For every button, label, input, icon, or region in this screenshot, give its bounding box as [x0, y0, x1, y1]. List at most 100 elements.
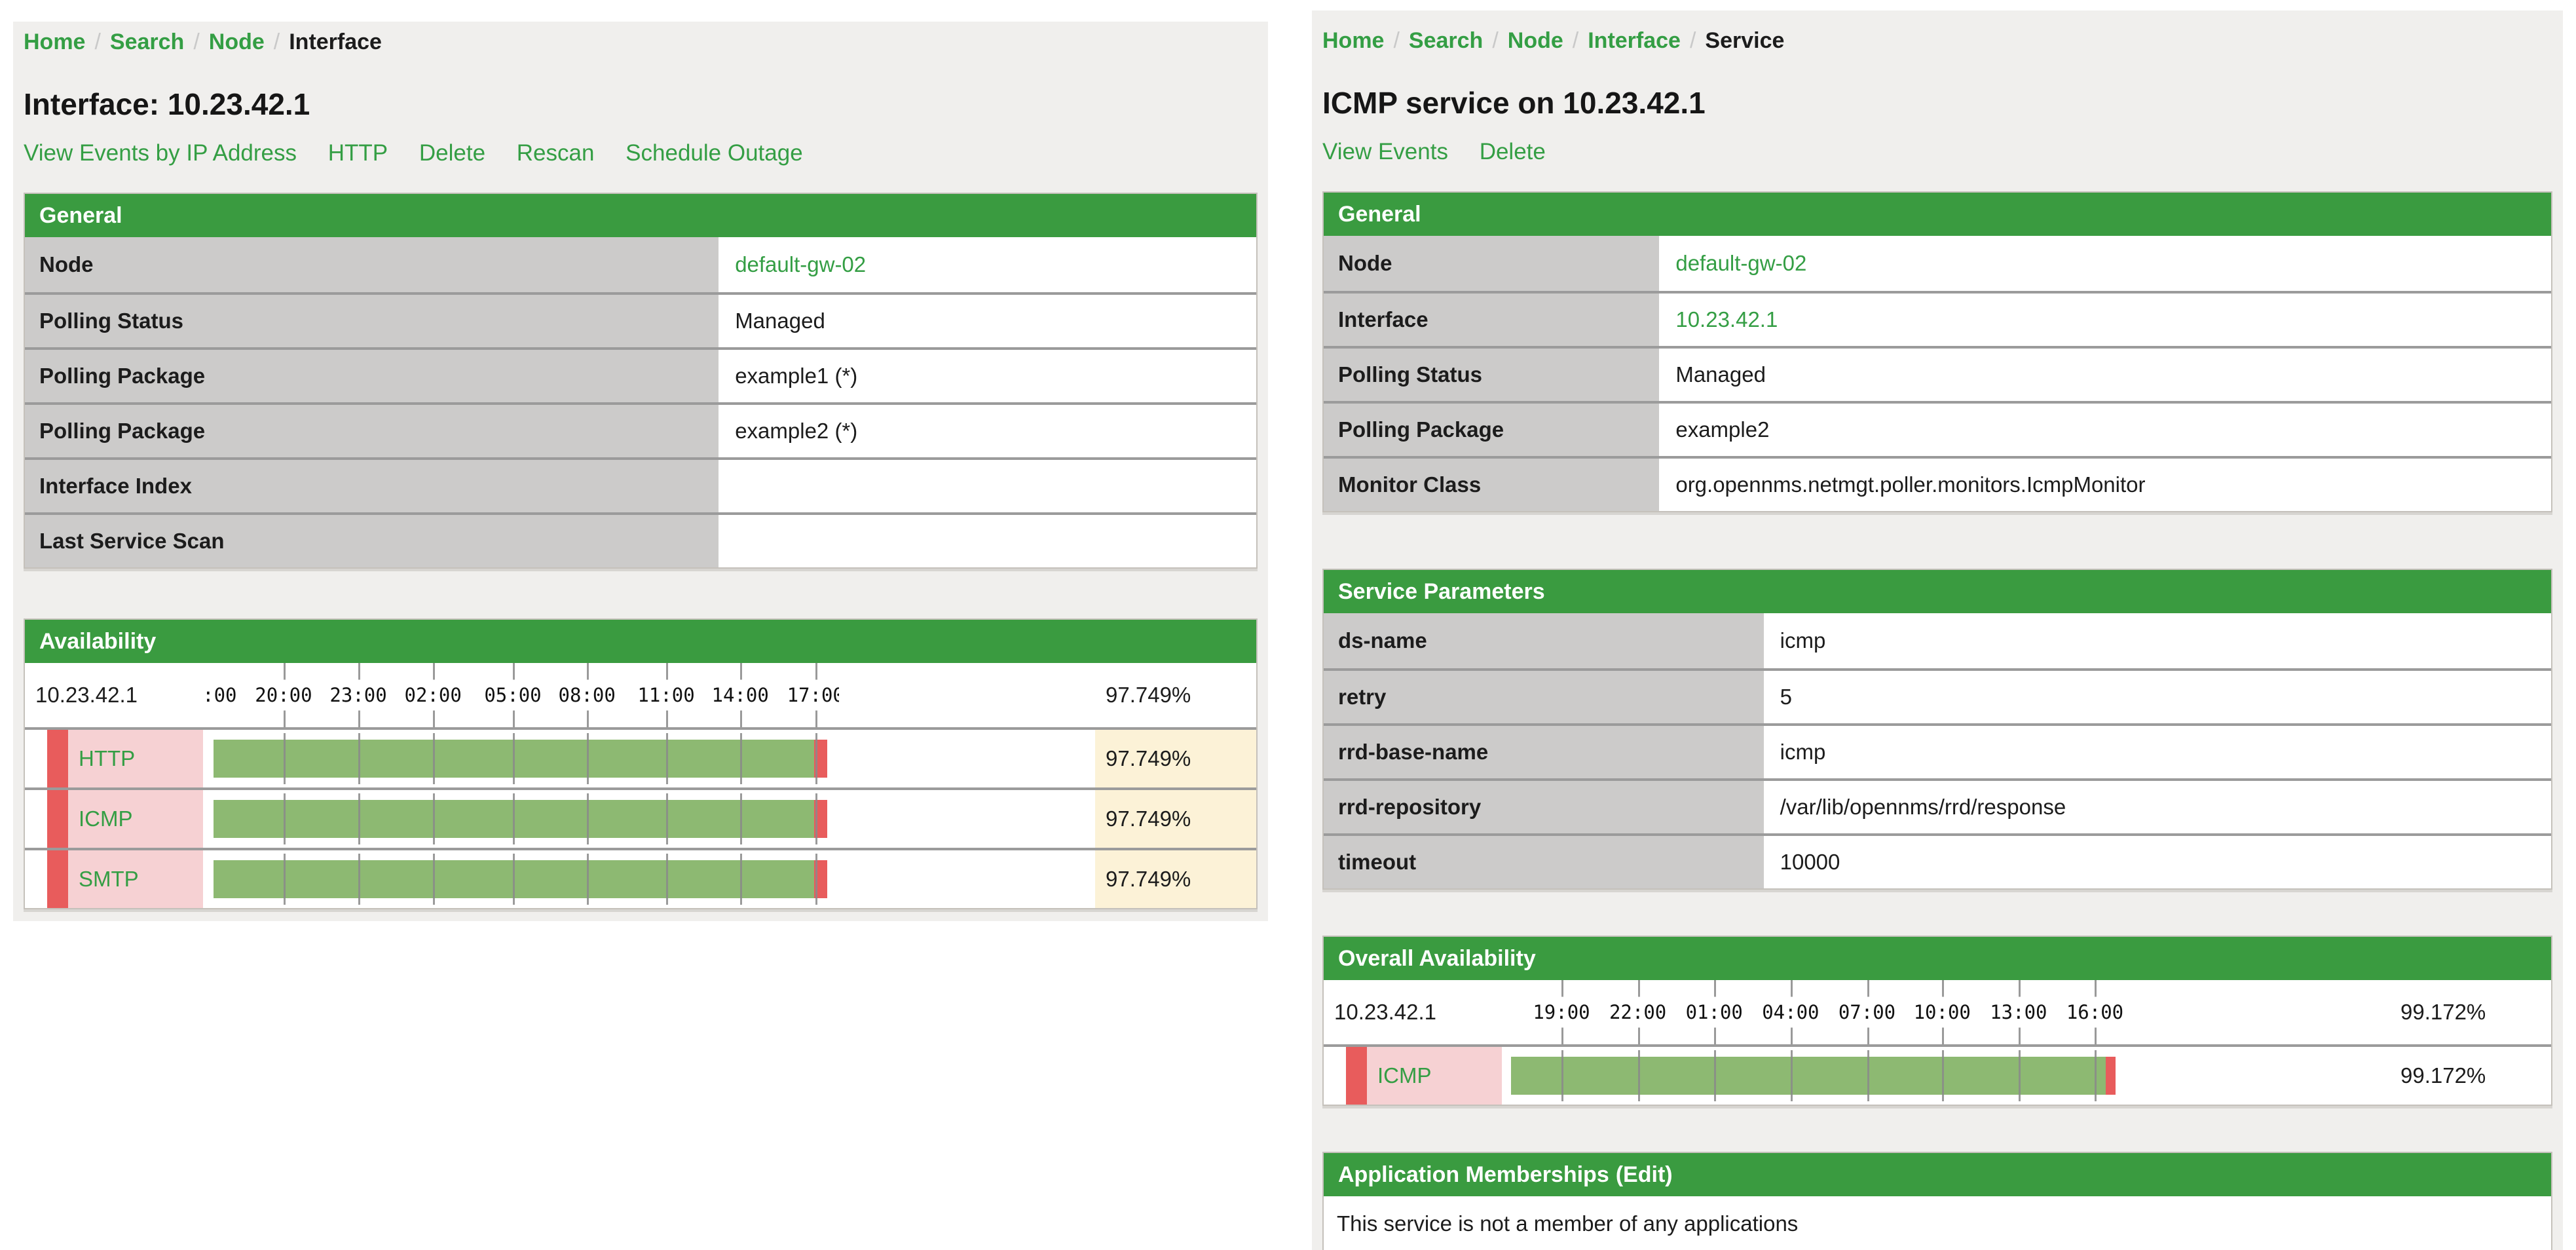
general-header: General [1324, 193, 2551, 236]
service-availability-pct: 97.749% [1095, 730, 1256, 787]
table-row: Polling Package example1 (*) [25, 347, 1256, 402]
row-value: example2 (*) [720, 405, 1256, 457]
row-label: Interface [1324, 294, 1662, 346]
axis-tick-label: 17:00 [787, 684, 840, 706]
interface-page-panel: Home / Search / Node / Interface Interface: 10… [13, 22, 1268, 921]
row-value: example2 [1661, 404, 2551, 456]
http-link[interactable]: HTTP [327, 140, 388, 166]
overall-availability-table: Overall Availability 10.23.42.1 19:00 22… [1322, 936, 2552, 1106]
service-availability-row: ICMP 99.172% [1324, 1044, 2551, 1105]
availability-bar-chart [203, 730, 1095, 787]
service-http-link[interactable]: HTTP [79, 746, 136, 770]
general-header: General [25, 194, 1256, 237]
breadcrumb-separator: / [1689, 28, 1696, 53]
availability-bar-chart [1502, 1047, 2390, 1105]
breadcrumb-service-current: Service [1705, 28, 1785, 53]
row-label: Interface Index [25, 460, 721, 512]
service-page-panel: Home / Search / Node / Interface / Service ICMP … [1312, 10, 2563, 1250]
row-value: icmp [1765, 726, 2551, 778]
breadcrumb-separator: / [1492, 28, 1499, 53]
service-availability-pct: 99.172% [2400, 1063, 2486, 1088]
availability-bar-chart [203, 850, 1095, 908]
overall-availability-header: Overall Availability [1324, 937, 2551, 980]
application-memberships-title: Application Memberships [1338, 1162, 1609, 1187]
time-axis: 19:00 22:00 01:00 04:00 07:00 10:00 13:0… [1502, 980, 2390, 1044]
service-icmp-link[interactable]: ICMP [1377, 1063, 1432, 1088]
availability-bar [213, 860, 827, 898]
row-value: 5 [1765, 671, 2551, 723]
breadcrumb-home[interactable]: Home [24, 29, 86, 54]
page-title: ICMP service on 10.23.42.1 [1322, 86, 1706, 120]
service-parameters-header: Service Parameters [1324, 570, 2551, 613]
table-row: retry 5 [1324, 668, 2551, 723]
row-value: Managed [720, 295, 1256, 347]
row-value [720, 460, 1256, 512]
axis-tick-label: 17:00 [206, 684, 237, 706]
breadcrumb-search[interactable]: Search [1408, 28, 1484, 53]
node-link[interactable]: default-gw-02 [735, 252, 867, 276]
table-row: Polling Package example2 (*) [25, 402, 1256, 457]
breadcrumb-node[interactable]: Node [1507, 28, 1563, 53]
row-value: example1 (*) [720, 350, 1256, 402]
application-memberships-header: Application Memberships (Edit) [1324, 1153, 2551, 1196]
node-link[interactable]: default-gw-02 [1675, 251, 1807, 275]
availability-bar-chart [203, 790, 1095, 848]
breadcrumb-home[interactable]: Home [1322, 28, 1385, 53]
row-label: ds-name [1324, 613, 1766, 668]
delete-link[interactable]: Delete [419, 140, 486, 166]
outage-indicator [47, 730, 68, 787]
availability-table: Availability 10.23.42.1 17:00 20:00 23:0… [24, 618, 1258, 909]
availability-bar [1510, 1057, 2116, 1095]
table-row: Polling Status Managed [25, 292, 1256, 347]
breadcrumb-separator: / [1393, 28, 1400, 53]
row-label: Monitor Class [1324, 459, 1662, 511]
time-axis: 17:00 20:00 23:00 02:00 05:00 08:00 11:0… [203, 663, 1095, 727]
general-table: General Node default-gw-02 Polling Statu… [24, 193, 1258, 569]
availability-axis-row: 10.23.42.1 19:00 22:00 01:00 04:00 07:00… [1324, 980, 2551, 1044]
row-value: /var/lib/opennms/rrd/response [1765, 781, 2551, 833]
service-smtp-link[interactable]: SMTP [79, 867, 139, 891]
breadcrumb-node[interactable]: Node [208, 29, 265, 54]
breadcrumb-search[interactable]: Search [109, 29, 185, 54]
view-events-link[interactable]: View Events [1322, 139, 1448, 164]
row-label: Polling Status [25, 295, 721, 347]
view-events-by-ip-link[interactable]: View Events by IP Address [24, 140, 297, 166]
row-value: Managed [1661, 349, 2551, 401]
row-label: rrd-repository [1324, 781, 1766, 833]
row-value: org.opennms.netmgt.poller.monitors.IcmpM… [1661, 459, 2551, 511]
row-value [720, 515, 1256, 567]
row-value: icmp [1765, 613, 2551, 668]
table-row: rrd-base-name icmp [1324, 723, 2551, 778]
availability-header: Availability [25, 620, 1256, 663]
table-row: Polling Status Managed [1324, 346, 2551, 401]
breadcrumb-interface-current: Interface [289, 29, 382, 54]
table-row: Last Service Scan [25, 512, 1256, 567]
table-row: Polling Package example2 [1324, 401, 2551, 456]
delete-link[interactable]: Delete [1479, 139, 1546, 164]
breadcrumb-interface[interactable]: Interface [1588, 28, 1681, 53]
table-row: Node default-gw-02 [25, 237, 1256, 292]
action-links: View Events by IP Address HTTP Delete Re… [24, 140, 1258, 166]
row-value: 10000 [1765, 836, 2551, 888]
row-label: Polling Package [25, 405, 721, 457]
service-availability-row: ICMP 97.749% [25, 787, 1256, 848]
schedule-outage-link[interactable]: Schedule Outage [625, 140, 803, 166]
row-label: Polling Status [1324, 349, 1662, 401]
service-availability-pct: 97.749% [1095, 850, 1256, 908]
interface-link[interactable]: 10.23.42.1 [1675, 307, 1778, 331]
breadcrumb-separator: / [273, 29, 280, 54]
service-icmp-link[interactable]: ICMP [79, 806, 133, 831]
edit-memberships-link[interactable]: (Edit) [1615, 1162, 1673, 1187]
availability-axis-row: 10.23.42.1 17:00 20:00 23:00 02:00 05:00… [25, 663, 1256, 727]
availability-total: 97.749% [1106, 683, 1191, 707]
memberships-empty-message: This service is not a member of any appl… [1324, 1196, 2551, 1250]
table-row: Node default-gw-02 [1324, 236, 2551, 291]
action-links: View Events Delete [1322, 139, 2552, 165]
page-title: Interface: 10.23.42.1 [24, 87, 310, 121]
service-availability-pct: 97.749% [1095, 790, 1256, 848]
breadcrumb: Home / Search / Node / Interface / Service [1322, 10, 2552, 54]
table-row: ds-name icmp [1324, 613, 2551, 668]
row-label: Node [1324, 236, 1662, 291]
breadcrumb-separator: / [94, 29, 101, 54]
rescan-link[interactable]: Rescan [516, 140, 595, 166]
